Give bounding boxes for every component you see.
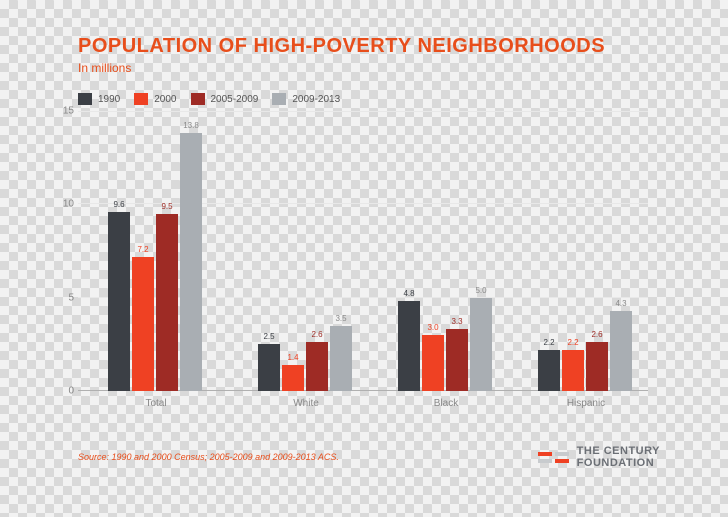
bar: 4.3: [610, 311, 632, 391]
bar-value-label: 1.4: [287, 353, 298, 362]
category-label: White: [293, 398, 319, 409]
y-tick-label: 10: [63, 199, 74, 210]
bar-group: 9.67.29.513.8: [108, 133, 204, 391]
bar: 9.6: [108, 212, 130, 391]
bar-value-label: 2.6: [591, 330, 602, 339]
logo-seg: [538, 452, 552, 456]
bar: 2.2: [562, 350, 584, 391]
bar-value-label: 2.5: [263, 332, 274, 341]
category-label: Black: [434, 398, 458, 409]
bar-value-label: 3.3: [451, 317, 462, 326]
bar: 2.6: [306, 342, 328, 391]
bar-value-label: 3.0: [427, 323, 438, 332]
y-axis: 051015: [50, 111, 74, 391]
category-label: Hispanic: [567, 398, 605, 409]
bar: 1.4: [282, 365, 304, 391]
logo-text: THE CENTURY FOUNDATION: [577, 445, 660, 469]
y-tick-label: 15: [63, 106, 74, 117]
bar: 3.3: [446, 329, 468, 391]
bar-value-label: 2.2: [543, 338, 554, 347]
legend-item: 2000: [134, 93, 176, 105]
bar-value-label: 4.3: [615, 299, 626, 308]
bar: 2.6: [586, 342, 608, 391]
legend-item: 2005-2009: [191, 93, 259, 105]
bar: 2.2: [538, 350, 560, 391]
bar-value-label: 2.6: [311, 330, 322, 339]
bar-value-label: 9.5: [161, 202, 172, 211]
chart-title: POPULATION OF HIGH-POVERTY NEIGHBORHOODS: [78, 35, 648, 57]
logo-seg: [555, 452, 569, 456]
bar-group: 4.83.03.35.0: [398, 298, 494, 391]
logo-line2: FOUNDATION: [577, 457, 660, 469]
bar-value-label: 4.8: [403, 289, 414, 298]
legend-item: 2009-2013: [272, 93, 340, 105]
bar-value-label: 5.0: [475, 286, 486, 295]
source-text: Source: 1990 and 2000 Census; 2005-2009 …: [78, 452, 339, 462]
bar-value-label: 9.6: [113, 200, 124, 209]
logo-seg: [538, 459, 552, 463]
category-label: Total: [145, 398, 166, 409]
y-tick-label: 5: [68, 292, 74, 303]
bar: 13.8: [180, 133, 202, 391]
bar: 9.5: [156, 214, 178, 391]
logo-seg: [555, 459, 569, 463]
legend: 1990 2000 2005-2009 2009-2013: [78, 93, 648, 105]
legend-swatch: [191, 93, 205, 105]
legend-swatch: [272, 93, 286, 105]
bar-value-label: 7.2: [137, 245, 148, 254]
bar-value-label: 13.8: [183, 121, 199, 130]
bar: 7.2: [132, 257, 154, 391]
logo-line1: THE CENTURY: [577, 445, 660, 457]
legend-swatch: [78, 93, 92, 105]
legend-label: 1990: [98, 94, 120, 105]
bar-group: 2.51.42.63.5: [258, 326, 354, 391]
legend-label: 2005-2009: [211, 94, 259, 105]
bar: 3.5: [330, 326, 352, 391]
chart-area: 051015 9.67.29.513.8Total2.51.42.63.5Whi…: [78, 111, 648, 391]
bar: 5.0: [470, 298, 492, 391]
bar: 3.0: [422, 335, 444, 391]
logo: THE CENTURY FOUNDATION: [538, 445, 660, 469]
bar-value-label: 3.5: [335, 314, 346, 323]
legend-item: 1990: [78, 93, 120, 105]
plot: 9.67.29.513.8Total2.51.42.63.5White4.83.…: [78, 111, 648, 391]
bar: 4.8: [398, 301, 420, 391]
bar: 2.5: [258, 344, 280, 391]
logo-mark: [538, 452, 569, 463]
chart-subtitle: In millions: [78, 61, 648, 75]
chart-container: POPULATION OF HIGH-POVERTY NEIGHBORHOODS…: [78, 35, 648, 391]
legend-swatch: [134, 93, 148, 105]
bar-value-label: 2.2: [567, 338, 578, 347]
legend-label: 2000: [154, 94, 176, 105]
legend-label: 2009-2013: [292, 94, 340, 105]
y-tick-label: 0: [68, 386, 74, 397]
bar-group: 2.22.22.64.3: [538, 311, 634, 391]
